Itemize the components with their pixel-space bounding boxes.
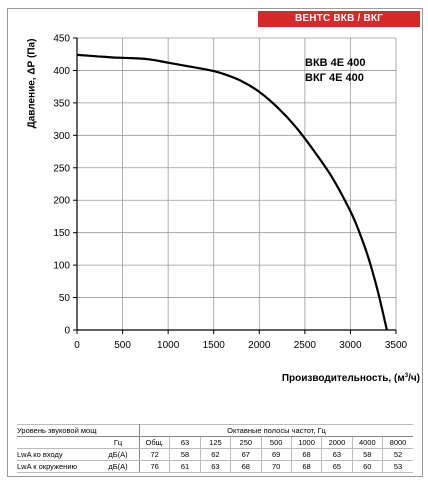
y-tick-label: 0 (64, 326, 70, 337)
table-cell: 68 (291, 448, 323, 461)
table-cell: Уровень звуковой мощности (17, 424, 97, 437)
table-cell (17, 436, 97, 449)
table-cell: 61 (169, 460, 201, 473)
pressure-flow-chart: 0 50 100 150 200 250 300 350 400 450 0 500 1000 1500… (53, 34, 407, 352)
table-cell: дБ(А) (97, 460, 140, 473)
table-cell: 4000 (352, 436, 384, 449)
y-tick-label: 400 (53, 66, 70, 77)
table-cell: 72 (139, 448, 171, 461)
series-line (76, 53, 388, 331)
model-line-2: ВКГ 4Е 400 (305, 72, 364, 84)
x-tick-label: 2000 (248, 340, 271, 351)
x-tick-label: 1500 (203, 340, 226, 351)
series-lines (76, 53, 388, 331)
y-tick-label: 200 (53, 196, 70, 207)
x-axis-label: Производительность, (м3/ч) (250, 373, 420, 384)
table-cell: 52 (382, 448, 413, 461)
table-cell: 68 (291, 460, 323, 473)
series-badge: ВЕНТС ВКВ / ВКГ (258, 11, 420, 27)
table-cell: 70 (261, 460, 292, 473)
table-cell: 62 (200, 448, 232, 461)
table-cell: 8000 (382, 436, 413, 449)
table-cell: Октавные полосы частот, Гц (139, 424, 413, 437)
y-tick-label: 100 (53, 261, 70, 272)
x-tick-labels: 0 500 1000 1500 2000 2500 3000 3500 (74, 340, 407, 351)
table-cell: 2000 (321, 436, 353, 449)
table-cell: 65 (321, 460, 353, 473)
table-cell: 58 (352, 448, 384, 461)
y-tick-label: 450 (53, 34, 70, 45)
table-cell: 68 (230, 460, 262, 473)
table-cell: 63 (200, 460, 232, 473)
x-axis-label-main: Производительность, (м (281, 373, 405, 384)
table-cell: LwA к окружению (17, 460, 97, 473)
table-cell: 76 (139, 460, 171, 473)
x-tick-label: 2500 (294, 340, 317, 351)
y-tick-labels: 0 50 100 150 200 250 300 350 400 450 (53, 34, 70, 337)
model-label: ВКВ 4Е 400 ВКГ 4Е 400 (305, 56, 366, 86)
table-cell: Общ. (139, 436, 171, 449)
y-tick-label: 300 (53, 131, 70, 142)
table-cell: 1000 (291, 436, 323, 449)
table-cell: 60 (352, 460, 384, 473)
table-cell: 63 (169, 436, 201, 449)
x-tick-label: 1000 (157, 340, 180, 351)
table-cell: Гц (97, 436, 140, 449)
table-row: LwA ко входу дБ(А) 72 58 62 67 69 68 63 … (17, 448, 413, 461)
y-tick-label: 150 (53, 228, 70, 239)
table-row: Уровень звуковой мощности Октавные полос… (17, 424, 413, 437)
table-row: LwA к окружению дБ(А) 76 61 63 68 70 68 … (17, 460, 413, 473)
table-cell: 67 (230, 448, 262, 461)
table-cell: 69 (261, 448, 292, 461)
x-tick-label: 500 (114, 340, 131, 351)
table-cell: 63 (321, 448, 353, 461)
x-axis-label-end: /ч) (408, 373, 420, 384)
table-row: Гц Общ. 63 125 250 500 1000 2000 4000 80… (17, 436, 413, 449)
table-cell: 250 (230, 436, 262, 449)
table-cell: LwA ко входу (17, 448, 97, 461)
y-tick-label: 50 (59, 293, 71, 304)
y-tick-label: 350 (53, 98, 70, 109)
y-tick-label: 250 (53, 163, 70, 174)
sound-power-table: Уровень звуковой мощности Октавные полос… (17, 424, 413, 473)
x-tick-label: 3500 (385, 340, 408, 351)
x-axis-label-sup: 3 (404, 373, 409, 379)
model-line-1: ВКВ 4Е 400 (305, 57, 366, 69)
grid (73, 37, 397, 334)
table-cell: 58 (169, 448, 201, 461)
x-tick-label: 3000 (339, 340, 362, 351)
table-cell: 53 (382, 460, 413, 473)
table-cell (97, 424, 140, 437)
chart-frame (7, 8, 423, 477)
table-cell: 125 (200, 436, 232, 449)
table-cell: дБ(А) (97, 448, 140, 461)
x-tick-label: 0 (74, 340, 80, 351)
table-cell: 500 (261, 436, 292, 449)
y-axis-label: Давление, ΔР (Па) (26, 38, 38, 129)
